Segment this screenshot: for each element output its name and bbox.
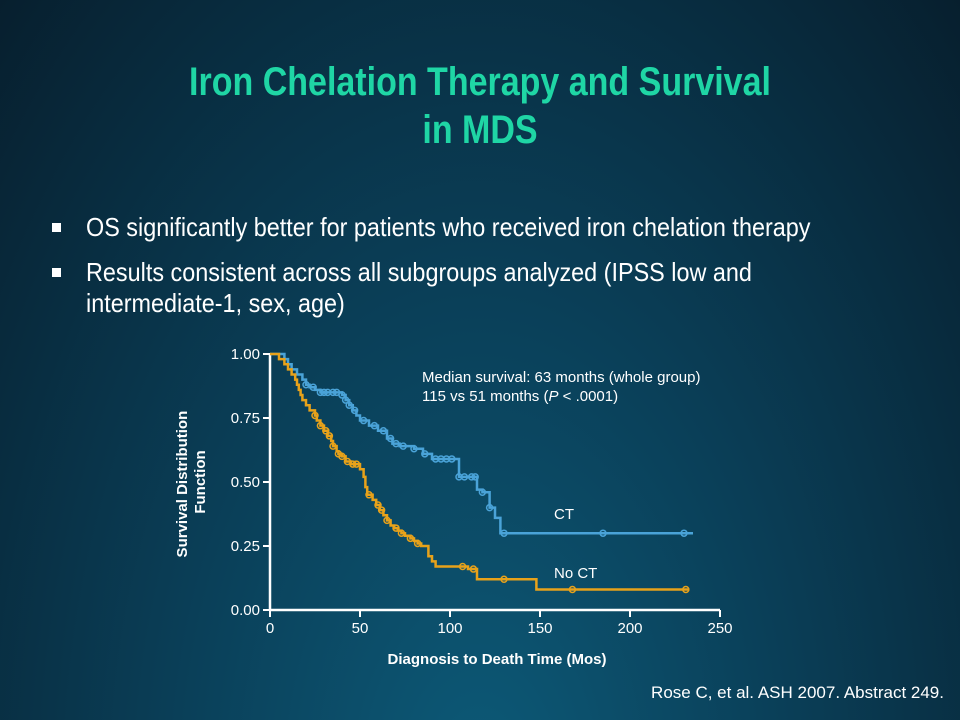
censor-mark-ct <box>350 406 359 415</box>
censor-mark-no-ct <box>338 452 346 461</box>
censor-mark-no-ct <box>365 491 373 499</box>
censor-mark-ct <box>471 473 479 481</box>
censor-layer <box>302 380 690 594</box>
bullet-text: OS significantly better for patients who… <box>86 212 811 242</box>
y-tick-label: 0.50 <box>231 474 260 491</box>
censor-mark-ct <box>467 473 476 481</box>
x-tick-label: 100 <box>437 620 462 637</box>
x-tick-label: 0 <box>266 620 274 637</box>
censor-mark-no-ct <box>377 506 386 514</box>
censor-mark-no-ct <box>413 539 422 548</box>
y-tick-label: 0.25 <box>231 538 260 555</box>
x-tick-label: 200 <box>617 620 642 637</box>
censor-mark-no-ct <box>469 565 478 573</box>
censor-mark-ct <box>309 383 317 392</box>
censor-mark-ct <box>410 444 418 453</box>
censor-mark-ct <box>370 421 379 430</box>
censor-mark-no-ct <box>458 562 467 571</box>
axis-ticks: 0 50 100 150 200 250 0.00 0.25 0.50 0.75 1.00 <box>231 346 733 637</box>
censor-mark-no-ct <box>325 432 334 440</box>
median-annotation-line-1: Median survival: 63 months (whole group) <box>422 369 700 386</box>
series-label-ct: CT <box>554 506 574 523</box>
censor-mark-ct <box>316 388 325 397</box>
y-tick-label: 1.00 <box>231 346 260 363</box>
censor-mark-no-ct <box>322 427 330 435</box>
censor-mark-ct <box>448 455 456 463</box>
annotation-text-b: < .0001) <box>558 388 618 405</box>
censor-mark-ct <box>500 529 508 537</box>
censor-mark-ct <box>399 442 407 450</box>
censor-mark-no-ct <box>383 516 391 525</box>
censor-mark-no-ct <box>329 442 337 450</box>
citation: Rose C, et al. ASH 2007. Abstract 249. <box>651 683 944 702</box>
censor-mark-no-ct <box>374 501 382 509</box>
censor-mark-no-ct <box>568 585 577 594</box>
y-tick-label: 0.75 <box>231 410 260 427</box>
censor-mark-ct <box>359 416 368 425</box>
square-bullet-icon <box>52 268 61 277</box>
square-bullet-icon <box>52 223 61 232</box>
x-tick-label: 150 <box>527 620 552 637</box>
y-axis-title-line-2: Function <box>192 450 209 513</box>
censor-mark-ct <box>599 529 607 537</box>
censor-mark-ct <box>338 391 346 399</box>
slide-title-line-2: in MDS <box>422 108 538 152</box>
censor-mark-ct <box>341 396 350 404</box>
censor-mark-ct <box>460 473 469 481</box>
slide-title-line-1: Iron Chelation Therapy and Survival <box>189 60 771 104</box>
y-tick-label: 0.00 <box>231 602 260 619</box>
censor-mark-ct <box>379 427 388 435</box>
censor-mark-ct <box>302 380 310 389</box>
censor-mark-no-ct <box>682 585 690 594</box>
annotation-p-italic: P <box>548 388 558 405</box>
censor-mark-no-ct <box>352 460 361 468</box>
censor-mark-no-ct <box>406 534 415 543</box>
censor-mark-no-ct <box>397 529 406 537</box>
censor-mark-no-ct <box>311 411 319 420</box>
censor-mark-no-ct <box>316 421 325 430</box>
x-tick-label: 50 <box>352 620 369 637</box>
censor-mark-ct <box>421 450 429 458</box>
x-tick-label: 250 <box>707 620 732 637</box>
censor-mark-no-ct <box>392 524 400 532</box>
censor-mark-ct <box>320 388 328 397</box>
bullet-text: Results consistent across all subgroups … <box>86 257 752 318</box>
y-axis-title: Survival Distribution Function <box>174 407 209 558</box>
bullet-item: Results consistent across all subgroups … <box>52 257 932 319</box>
censor-mark-ct <box>392 439 400 448</box>
censor-mark-ct <box>386 434 395 443</box>
censor-mark-ct <box>329 388 337 397</box>
censor-mark-no-ct <box>500 575 508 584</box>
bullet-item: OS significantly better for patients who… <box>52 212 932 243</box>
censor-mark-ct <box>478 488 487 496</box>
censor-mark-no-ct <box>349 460 357 468</box>
censor-mark-ct <box>680 529 688 537</box>
censor-mark-ct <box>345 401 353 409</box>
bullet-list: OS significantly better for patients who… <box>52 212 932 333</box>
annotation-text-a: 115 vs 51 months ( <box>422 388 548 405</box>
y-axis-title-line-1: Survival Distribution <box>174 411 191 558</box>
x-axis-title: Diagnosis to Death Time (Mos) <box>388 651 607 668</box>
series-label-no-ct: No CT <box>554 565 597 582</box>
slide-title: Iron Chelation Therapy and Survival in M… <box>72 58 888 154</box>
censor-mark-ct <box>485 503 494 512</box>
median-annotation-line-2: 115 vs 51 months (P < .0001) <box>422 388 618 405</box>
